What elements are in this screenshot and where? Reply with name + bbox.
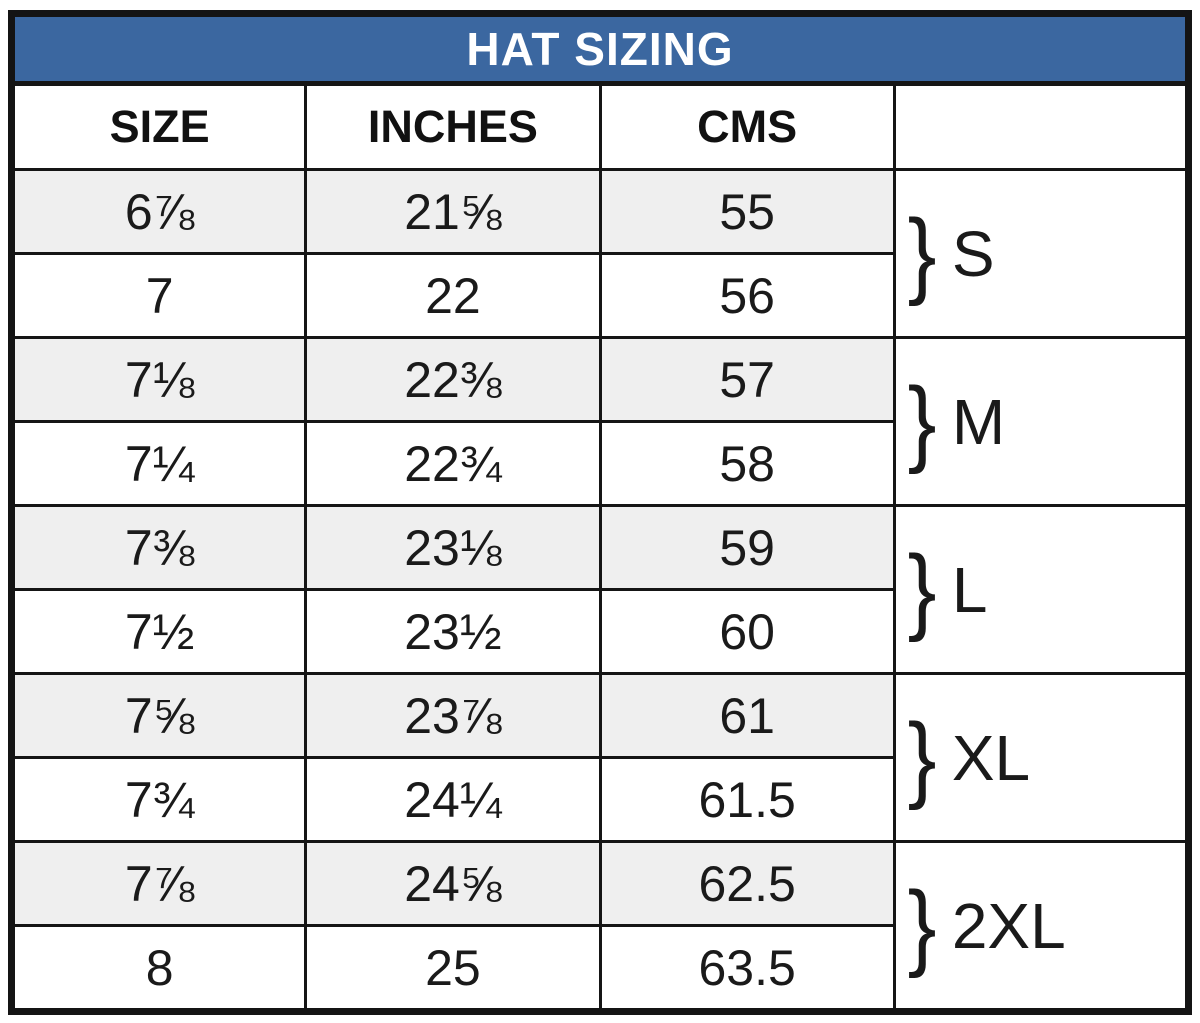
size-group: } S — [896, 199, 1185, 307]
title-row: HAT SIZING — [10, 12, 1190, 86]
inches-cell: 23½ — [304, 588, 602, 675]
inches-cell: 24¼ — [304, 756, 602, 843]
size-cell: 7⅛ — [9, 336, 308, 423]
inches-cell: 23⅞ — [304, 672, 602, 759]
inches-cell: 22¾ — [304, 420, 602, 507]
size-group-label: M — [951, 385, 1006, 458]
table-row: 7⅛ 22⅜ 57} M — [9, 336, 1191, 507]
table-row: 8 25 63.5 — [9, 924, 1189, 1013]
sizing-table: HAT SIZING SIZE INCHES CMS 6⅞ 21⅝ 55} S 7 22 5… — [8, 10, 1192, 1015]
cms-cell: 62.5 — [598, 840, 896, 927]
brace-glyph: } — [907, 871, 937, 979]
cms-cell: 63.5 — [598, 924, 896, 1013]
table-body: 6⅞ 21⅝ 55} S 7 22 56 7⅛ 22⅜ 57} M 7¼ 22¾ 58 7⅜ 23⅛ 59} L 7… — [9, 168, 1191, 1013]
size-cell: 7⅝ — [9, 672, 308, 759]
cms-cell: 57 — [598, 336, 896, 423]
size-cell: 7⅞ — [9, 840, 308, 927]
chart-title: HAT SIZING — [10, 12, 1190, 86]
size-group-cell: } M — [892, 336, 1191, 507]
table-row: 7⅞ 24⅝ 62.5} 2XL — [9, 840, 1191, 1013]
brace-glyph: } — [907, 535, 937, 643]
size-cell: 7⅜ — [9, 504, 308, 591]
cms-cell: 59 — [598, 504, 896, 591]
size-group: } XL — [896, 703, 1185, 811]
size-group: } 2XL — [896, 871, 1185, 979]
size-group: } M — [896, 367, 1185, 475]
size-cell: 7¼ — [9, 420, 308, 507]
brace-glyph: } — [907, 703, 937, 811]
brace-glyph: } — [907, 367, 937, 475]
hat-sizing-chart: HAT SIZING SIZE INCHES CMS 6⅞ 21⅝ 55} S 7 22 5… — [8, 10, 1192, 1015]
cms-cell: 55 — [598, 168, 896, 255]
cms-cell: 60 — [598, 588, 896, 675]
inches-cell: 22⅜ — [304, 336, 602, 423]
cms-cell: 61 — [598, 672, 896, 759]
column-header-group — [892, 82, 1191, 171]
table-row: 6⅞ 21⅝ 55} S — [9, 168, 1191, 339]
column-header-cms: CMS — [598, 82, 896, 171]
column-header-inches: INCHES — [304, 82, 602, 171]
inches-cell: 23⅛ — [304, 504, 602, 591]
table-row: 7⅝ 23⅞ 61} XL — [9, 672, 1191, 843]
table-row: 7¼ 22¾ 58 — [9, 420, 1189, 507]
brace-glyph: } — [907, 199, 937, 307]
size-cell: 7½ — [9, 588, 308, 675]
table-row: 7½ 23½ 60 — [9, 588, 1189, 675]
size-group-label: 2XL — [951, 889, 1066, 962]
size-group-cell: } L — [892, 504, 1191, 675]
inches-cell: 25 — [304, 924, 602, 1013]
table-row: 7 22 56 — [9, 252, 1189, 339]
size-group-cell: } S — [892, 168, 1191, 339]
inches-cell: 24⅝ — [304, 840, 602, 927]
size-cell: 6⅞ — [9, 168, 308, 255]
size-group-label: L — [951, 553, 988, 626]
cms-cell: 61.5 — [598, 756, 896, 843]
column-header-size: SIZE — [9, 82, 308, 171]
inches-cell: 21⅝ — [304, 168, 602, 255]
cms-cell: 58 — [598, 420, 896, 507]
size-group: } L — [896, 535, 1185, 643]
size-group-cell: } XL — [892, 672, 1191, 843]
table-row: 7⅜ 23⅛ 59} L — [9, 504, 1191, 675]
size-cell: 7¾ — [9, 756, 308, 843]
cms-cell: 56 — [598, 252, 896, 339]
inches-cell: 22 — [304, 252, 602, 339]
size-cell: 7 — [9, 252, 308, 339]
size-cell: 8 — [9, 924, 308, 1013]
size-group-label: S — [951, 217, 995, 290]
column-header-row: SIZE INCHES CMS — [9, 82, 1191, 171]
table-row: 7¾ 24¼ 61.5 — [9, 756, 1189, 843]
size-group-cell: } 2XL — [892, 840, 1191, 1013]
size-group-label: XL — [951, 721, 1031, 794]
